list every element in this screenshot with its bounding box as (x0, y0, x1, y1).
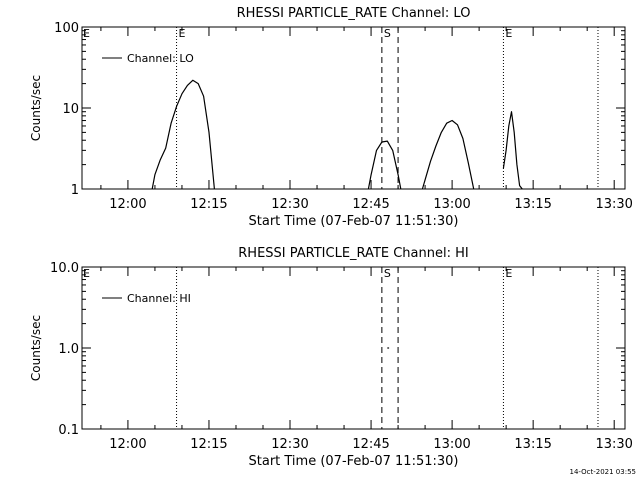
panel-2-x-axis-label: Start Time (07-Feb-07 11:51:30) (249, 454, 459, 469)
panel-2-marker-label: S (384, 267, 391, 280)
panel-1-marker-label: E (179, 27, 186, 40)
panel-1-marker-label: E (505, 27, 512, 40)
panel-1-x-tick-label: 12:00 (109, 197, 146, 212)
panel-1-series-line (151, 79, 215, 190)
panel-1-y-tick-label: 10 (62, 102, 79, 117)
panel-1-series-line (421, 119, 475, 190)
panel-2-x-tick-label: 12:45 (352, 437, 389, 452)
panel-2-x-tick-label: 12:30 (271, 437, 308, 452)
panel-1-x-tick-label: 13:15 (514, 197, 551, 212)
panel-1-legend-label: Channel: LO (127, 52, 194, 65)
panel-1-x-tick-label: 13:30 (595, 197, 632, 212)
panel-2-y-tick-label: 10.0 (50, 261, 79, 276)
panel-2-x-tick-label: 13:15 (514, 437, 551, 452)
panel-1-x-tick-label: 13:00 (433, 197, 470, 212)
panel-2-title: RHESSI PARTICLE_RATE Channel: HI (238, 246, 468, 261)
panel-2-marker-label: E (505, 267, 512, 280)
panel-2-legend-label: Channel: HI (127, 292, 191, 305)
panel-1-x-axis-label: Start Time (07-Feb-07 11:51:30) (249, 214, 459, 229)
panel-2-y-tick-label: 1.0 (58, 342, 79, 357)
panel-2-x-tick-label: 12:00 (109, 437, 146, 452)
panel-1-x-tick-label: 12:45 (352, 197, 389, 212)
panel-2-y-tick-label: 0.1 (58, 423, 79, 438)
footer-timestamp: 14-Oct-2021 03:55 (570, 468, 636, 476)
panel-1-title: RHESSI PARTICLE_RATE Channel: LO (237, 6, 471, 21)
panel-1-series-line (367, 140, 402, 190)
panel-2-y-axis-label: Counts/sec (29, 315, 43, 381)
panel-2-x-tick-label: 13:00 (433, 437, 470, 452)
panel-2-corner-label: E (83, 267, 90, 280)
panel-1-marker-label: S (384, 27, 391, 40)
panel-1-y-axis-label: Counts/sec (29, 75, 43, 141)
panel-2-x-tick-label: 13:30 (595, 437, 632, 452)
panel-1-corner-label: E (83, 27, 90, 40)
panel-1-y-tick-label: 100 (54, 21, 79, 36)
panel-2-x-tick-label: 12:15 (190, 437, 227, 452)
panel-1-x-tick-label: 12:15 (190, 197, 227, 212)
panel-1-y-tick-label: 1 (71, 183, 79, 198)
panel-1-x-tick-label: 12:30 (271, 197, 308, 212)
panel-1-series-line (502, 111, 523, 190)
